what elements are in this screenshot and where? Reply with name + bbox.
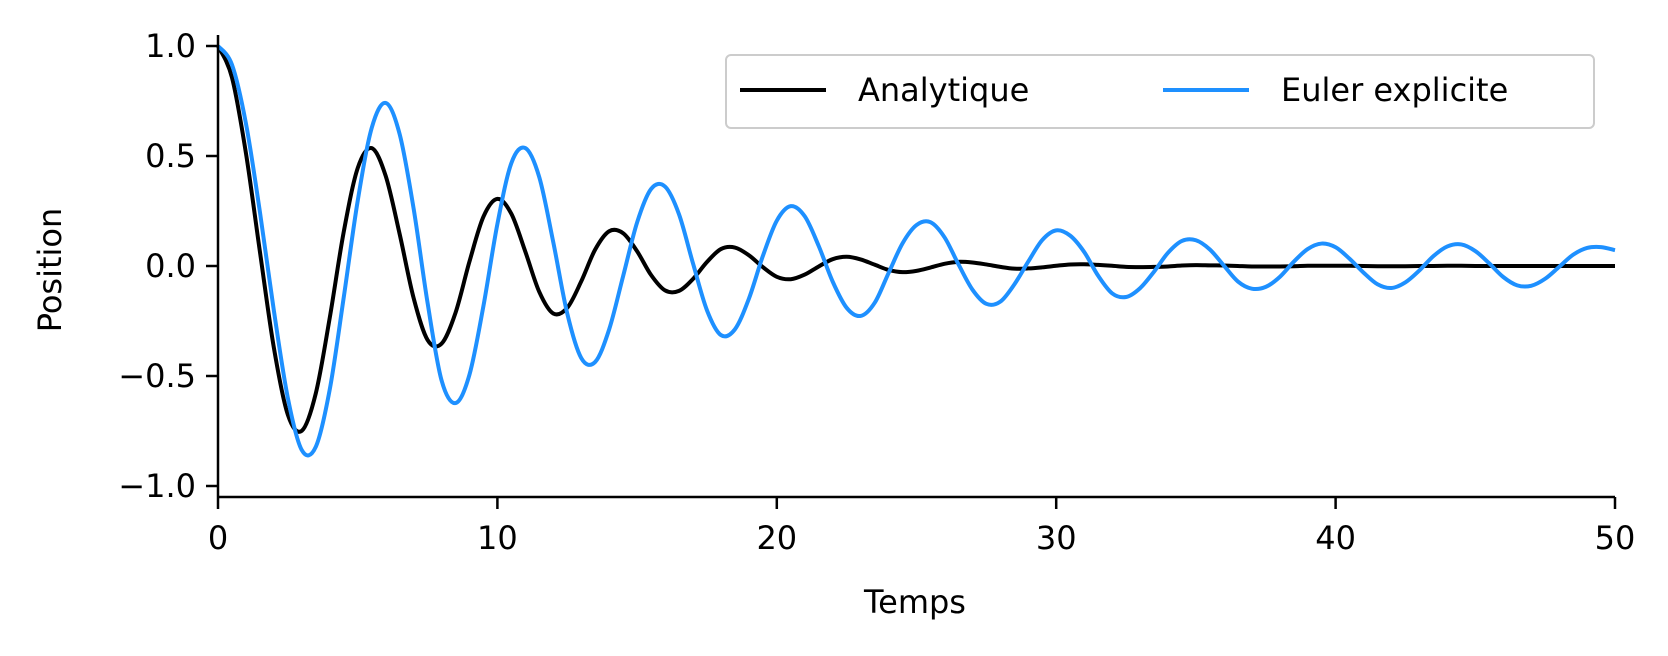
x-tick-label: 40 xyxy=(1315,519,1356,557)
y-tick-label: 0.0 xyxy=(145,247,196,285)
legend-label-analytique: Analytique xyxy=(858,71,1029,109)
y-tick-label: −0.5 xyxy=(118,357,196,395)
series-line-euler-explicite xyxy=(216,44,1616,458)
legend-frame xyxy=(725,54,1595,129)
x-tick-label: 50 xyxy=(1595,519,1636,557)
y-tick-label: 0.5 xyxy=(145,137,196,175)
plot-lines xyxy=(216,44,1616,458)
x-axis-ticks: 0 10 20 30 40 50 xyxy=(208,497,1636,557)
x-axis-label: Temps xyxy=(863,583,966,621)
y-tick-label: 1.0 xyxy=(145,27,196,65)
y-axis-label: Position xyxy=(31,208,69,333)
y-axis-ticks: −1.0 −0.5 0.0 0.5 1.0 xyxy=(118,27,218,505)
legend-label-euler-explicite: Euler explicite xyxy=(1281,71,1508,109)
x-tick-label: 30 xyxy=(1036,519,1077,557)
y-tick-label: −1.0 xyxy=(118,467,196,505)
x-tick-label: 10 xyxy=(477,519,518,557)
legend: Analytique Euler explicite xyxy=(725,54,1595,129)
x-tick-label: 20 xyxy=(756,519,797,557)
x-tick-label: 0 xyxy=(208,519,228,557)
series-line-analytique xyxy=(216,45,1615,434)
